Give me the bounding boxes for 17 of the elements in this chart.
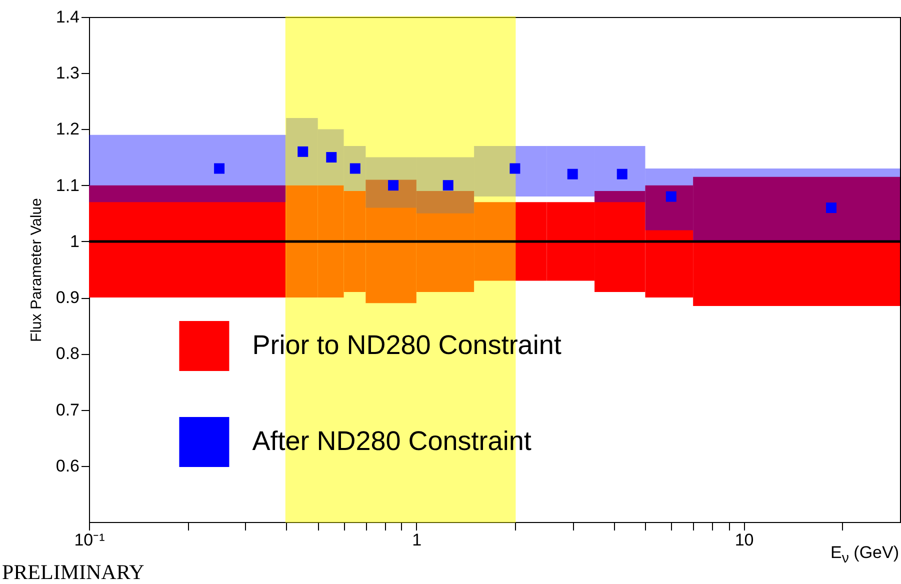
legend-label: Prior to ND280 Constraint	[252, 330, 562, 360]
y-tick-label: 1.1	[56, 176, 80, 195]
y-tick-label: 1	[70, 232, 80, 251]
y-tick-label: 0.7	[56, 400, 80, 420]
x-axis-title: E$_{ν}$ (GeV)	[830, 543, 899, 566]
text: PRELIMINARY	[2, 560, 144, 584]
y-tick-label: 0.6	[56, 456, 80, 476]
legend-label: After ND280 Constraint	[252, 426, 532, 456]
y-tick-label: 1.4	[56, 8, 80, 26]
x-tick-label: 1	[412, 530, 422, 550]
y-tick-label: 0.9	[56, 288, 80, 308]
x-tick-label: 10⁻¹	[74, 530, 106, 550]
y-tick-label: 1.2	[56, 120, 80, 139]
y-axis-title: Flux Parameter Value	[28, 198, 45, 342]
x-tick-label: 10	[734, 530, 754, 550]
y-tick-label: 1.3	[56, 64, 80, 83]
y-tick-label: 0.8	[56, 344, 80, 364]
